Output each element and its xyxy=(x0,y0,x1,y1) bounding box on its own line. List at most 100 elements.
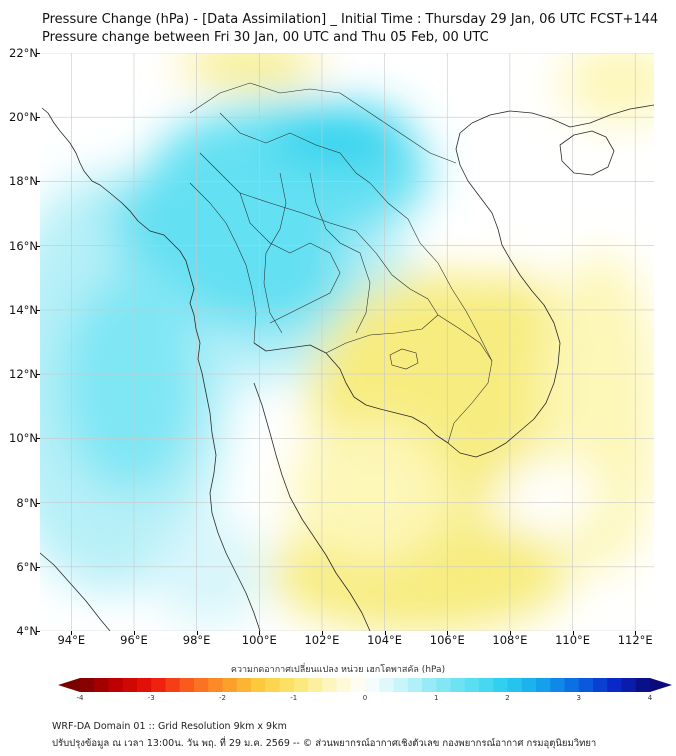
lon-tick-94 xyxy=(71,631,73,635)
colorbar-cell xyxy=(194,678,209,692)
lon-tick-100 xyxy=(259,631,261,635)
colorbar-cell xyxy=(407,678,423,692)
colorbar-tick-label: 3 xyxy=(576,694,581,702)
colorbar-title: ความกดอากาศเปลี่ยนแปลง หน่วย เฮกโตพาสคัล… xyxy=(230,665,446,675)
colorbar-cell xyxy=(322,678,337,692)
colorbar-cell xyxy=(236,678,252,692)
colorbar-cell xyxy=(308,678,323,692)
lat-label-6: 6°N xyxy=(16,559,38,574)
chart-subtitle: Pressure change between Fri 30 Jan, 00 U… xyxy=(42,30,489,45)
lat-label-10: 10°N xyxy=(9,431,38,446)
colorbar-cell xyxy=(137,678,152,692)
map-gridlines xyxy=(40,53,654,631)
coastline-gulf-thailand xyxy=(253,342,449,444)
colorbar-cell xyxy=(165,678,181,692)
lon-tick-102 xyxy=(321,631,323,635)
lon-label-102: 102°E xyxy=(304,633,340,647)
lakes xyxy=(389,348,419,370)
border-cambodia-vietnam xyxy=(437,314,493,444)
colorbar-tick-label: 4 xyxy=(647,694,653,702)
lon-tick-96 xyxy=(133,631,135,635)
colorbar-cell xyxy=(251,678,266,692)
colorbar-cell xyxy=(336,678,352,692)
colorbar-cells xyxy=(80,678,651,692)
lon-tick-112 xyxy=(635,631,637,635)
colorbar xyxy=(58,678,672,692)
map-canvas xyxy=(40,53,654,631)
pressure-change-map xyxy=(40,53,654,631)
colorbar-cell xyxy=(393,678,409,692)
field-cyan-core xyxy=(270,105,410,165)
lon-tick-104 xyxy=(384,631,386,635)
lat-tick-6 xyxy=(36,566,40,568)
footer-model-info: WRF-DA Domain 01 :: Grid Resolution 9km … xyxy=(52,721,287,732)
lon-label-108: 108°E xyxy=(492,633,528,647)
colorbar-extend-low xyxy=(58,678,80,692)
colorbar-cell xyxy=(279,678,295,692)
colorbar-cell xyxy=(122,678,138,692)
colorbar-cell xyxy=(450,678,466,692)
lon-tick-108 xyxy=(509,631,511,635)
colorbar-cell xyxy=(80,678,95,692)
lat-label-8: 8°N xyxy=(16,495,38,510)
lon-label-106: 106°E xyxy=(429,633,465,647)
colorbar-cell xyxy=(607,678,622,692)
colorbar-cell xyxy=(436,678,451,692)
colorbar-cell xyxy=(479,678,494,692)
province-lines-1 xyxy=(199,152,341,324)
lon-tick-106 xyxy=(447,631,449,635)
lat-tick-10 xyxy=(36,438,40,440)
coastlines xyxy=(40,104,654,631)
border-thailand-cambodia xyxy=(325,314,439,354)
colorbar-tick-label: 0 xyxy=(362,694,368,702)
lat-tick-14 xyxy=(36,309,40,311)
lat-label-18: 18°N xyxy=(9,174,38,189)
province-lines-3 xyxy=(263,172,287,334)
colorbar-cell xyxy=(593,678,608,692)
colorbar-tick-label: 2 xyxy=(505,694,510,702)
colorbar-cell xyxy=(507,678,523,692)
lon-label-104: 104°E xyxy=(367,633,403,647)
province-lines-2 xyxy=(219,112,371,184)
colorbar-cell xyxy=(293,678,309,692)
colorbar-tick-label: -2 xyxy=(219,694,226,702)
colorbar-tick-label: -3 xyxy=(147,694,155,702)
china-border-2 xyxy=(189,82,341,114)
lat-label-16: 16°N xyxy=(9,238,38,253)
tonle-sap xyxy=(389,348,419,370)
coastline-vietnam xyxy=(447,104,654,458)
lat-label-12: 12°N xyxy=(9,367,38,382)
lat-label-22: 22°N xyxy=(9,46,38,60)
field-yellow-northeast xyxy=(560,53,654,123)
lon-label-112: 112°E xyxy=(617,633,653,647)
pressure-field xyxy=(40,53,654,631)
lat-tick-18 xyxy=(36,181,40,183)
lat-tick-22 xyxy=(36,53,40,54)
field-cyan-andaman xyxy=(60,273,200,493)
colorbar-cell xyxy=(536,678,551,692)
field-cyan-thailand xyxy=(170,213,350,333)
coastline-malay-east xyxy=(253,382,371,631)
lon-label-96: 96°E xyxy=(120,633,148,647)
colorbar-cell xyxy=(493,678,508,692)
colorbar-cell xyxy=(208,678,223,692)
lon-label-110: 110°E xyxy=(555,633,591,647)
colorbar-cell xyxy=(350,678,366,692)
colorbar-cell xyxy=(151,678,166,692)
lon-label-98: 98°E xyxy=(182,633,211,647)
border-thailand-laos xyxy=(239,192,439,316)
colorbar-cell xyxy=(578,678,594,692)
lon-label-94: 94°E xyxy=(57,633,86,647)
lon-tick-98 xyxy=(196,631,198,635)
border-laos-vietnam xyxy=(369,182,493,362)
footer-update-info: ปรับปรุงข้อมูล ณ เวลา 13:00น. วัน พฤ. ที… xyxy=(52,738,597,749)
coastline-hainan xyxy=(559,130,615,176)
field-light-cyan-south xyxy=(155,518,265,628)
field-yellow-north xyxy=(180,53,320,87)
colorbar-cell xyxy=(179,678,195,692)
colorbar-tick-label: -4 xyxy=(76,694,84,702)
colorbar-tick-label: 1 xyxy=(434,694,439,702)
colorbar-cell xyxy=(521,678,537,692)
china-border xyxy=(339,92,457,164)
colorbar-cell xyxy=(550,678,565,692)
